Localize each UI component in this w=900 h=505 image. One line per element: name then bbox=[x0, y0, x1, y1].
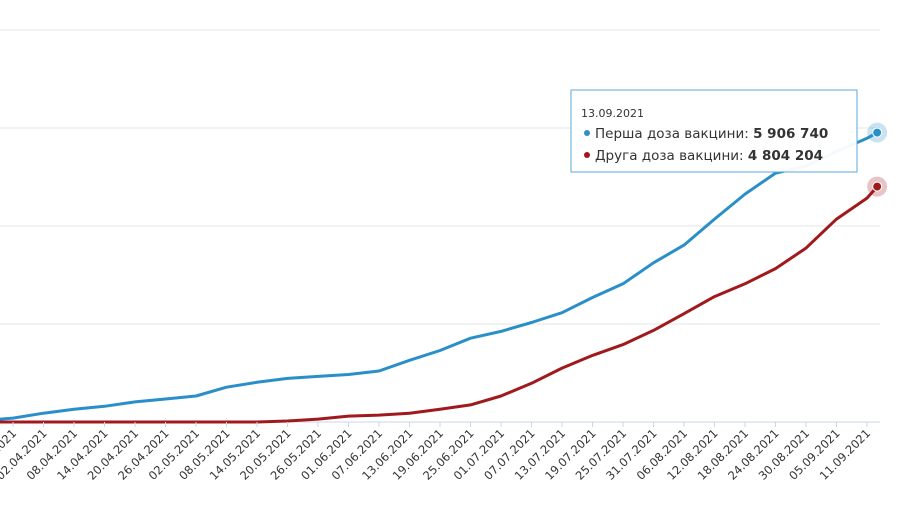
tooltip-series: Друга доза вакцини bbox=[595, 148, 739, 164]
tooltip-marker bbox=[584, 152, 590, 158]
tooltip-row: Перша доза вакцини: 5 906 740 bbox=[595, 126, 828, 142]
tooltip-marker bbox=[584, 130, 590, 136]
tooltip-sep: : bbox=[739, 148, 748, 164]
tooltip-value: 4 804 204 bbox=[748, 148, 823, 164]
point-marker bbox=[872, 127, 883, 138]
tooltip-sep: : bbox=[744, 126, 753, 142]
tooltip: 13.09.2021 Перша доза вакцини: 5 906 740… bbox=[570, 89, 858, 173]
tooltip-value: 5 906 740 bbox=[753, 126, 828, 142]
point-marker bbox=[872, 181, 883, 192]
tooltip-row: Друга доза вакцини: 4 804 204 bbox=[595, 148, 823, 164]
tooltip-box bbox=[570, 89, 858, 173]
series-line bbox=[0, 131, 878, 421]
tooltip-series: Перша доза вакцини bbox=[595, 126, 744, 142]
tooltip-date: 13.09.2021 bbox=[581, 107, 644, 120]
series-line bbox=[0, 185, 879, 424]
